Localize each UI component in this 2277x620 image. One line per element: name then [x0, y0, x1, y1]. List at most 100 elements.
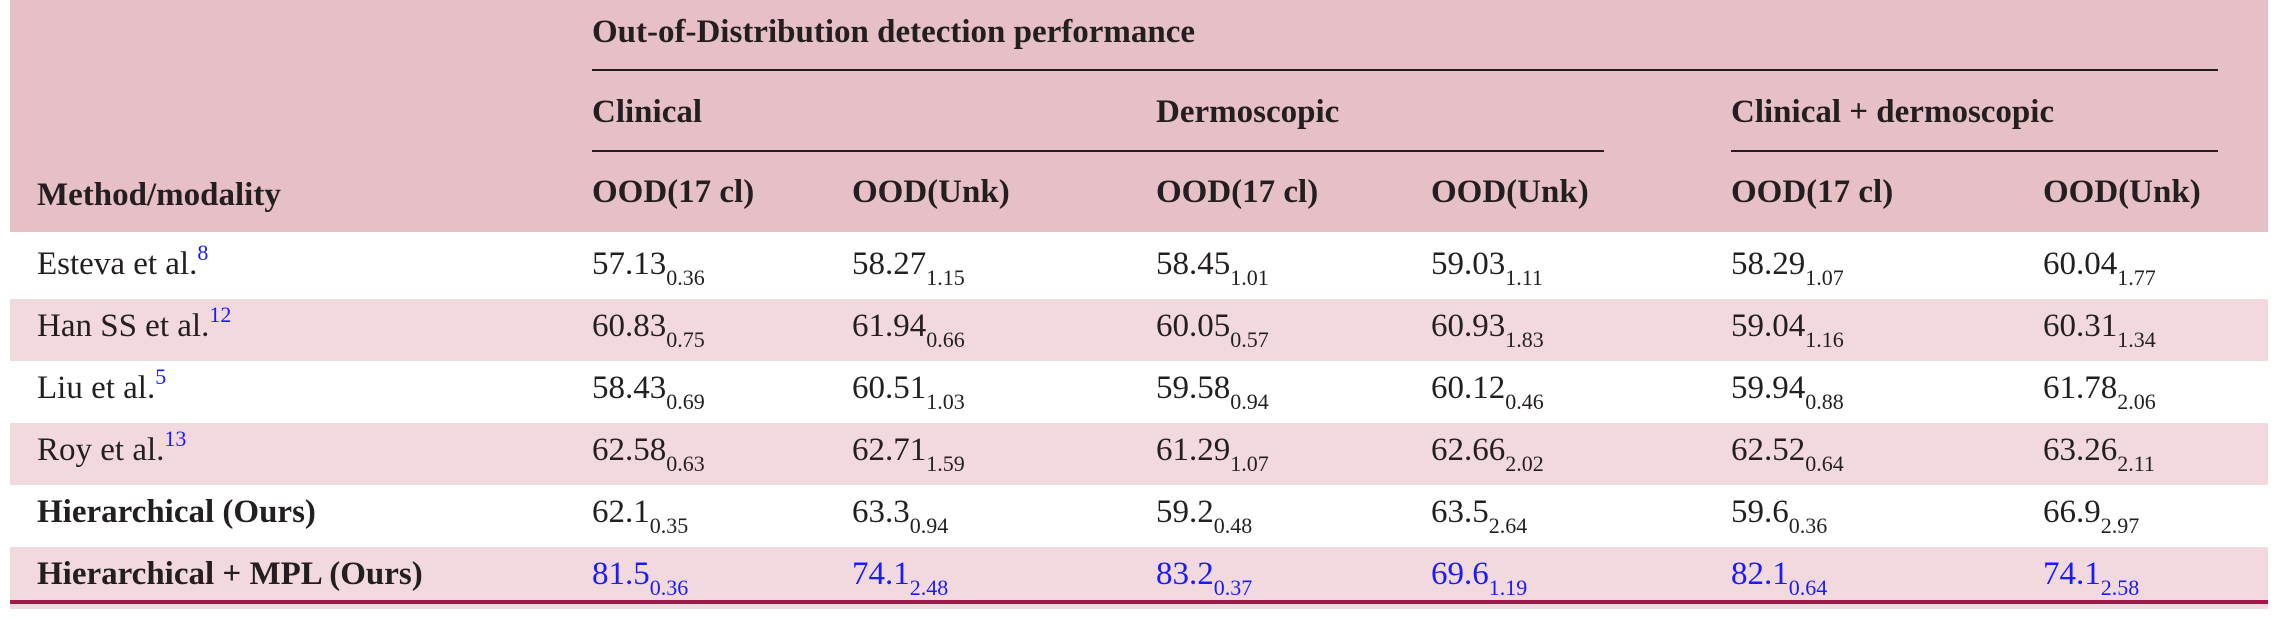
cell-std: 0.46 [1505, 389, 1544, 414]
table-cell: 81.50.36 [592, 554, 688, 599]
cell-std: 0.37 [1213, 575, 1253, 600]
cell-mean: 62.52 [1731, 432, 1806, 468]
table-cell: 60.120.46 [1431, 368, 1544, 413]
cell-std: 0.64 [1788, 575, 1828, 600]
cell-mean: 59.03 [1431, 246, 1506, 282]
cell-mean: 63.5 [1431, 494, 1489, 530]
table-cell: 58.271.15 [852, 244, 965, 289]
table-cell: 59.041.16 [1731, 306, 1844, 351]
table-cell: 62.711.59 [852, 430, 965, 475]
cell-std: 2.48 [909, 575, 949, 600]
cell-std: 0.36 [1788, 513, 1828, 538]
cell-std: 1.16 [1805, 327, 1844, 352]
method-name: Esteva et al.8 [37, 242, 208, 284]
method-label: Hierarchical + MPL (Ours) [37, 556, 423, 592]
citation-ref-link[interactable]: 8 [197, 240, 209, 265]
cell-mean: 58.45 [1156, 246, 1231, 282]
table-cell: 58.291.07 [1731, 244, 1844, 289]
table-cell: 60.041.77 [2043, 244, 2156, 289]
method-name: Liu et al.5 [37, 366, 166, 408]
cell-mean: 60.04 [2043, 246, 2118, 282]
column-header: OOD(Unk) [1431, 174, 1589, 210]
cell-std: 1.07 [1805, 265, 1844, 290]
table-cell: 63.52.64 [1431, 492, 1527, 537]
cell-mean: 81.5 [592, 556, 650, 592]
cell-std: 1.19 [1488, 575, 1528, 600]
cell-mean: 59.2 [1156, 494, 1214, 530]
cell-mean: 63.26 [2043, 432, 2118, 468]
cell-mean: 59.94 [1731, 370, 1806, 406]
table-header-background [10, 0, 2268, 232]
cell-std: 0.35 [649, 513, 689, 538]
table-cell: 59.940.88 [1731, 368, 1844, 413]
cell-std: 0.36 [666, 265, 705, 290]
cell-std: 1.03 [926, 389, 965, 414]
table-cell: 58.430.69 [592, 368, 705, 413]
cell-std: 0.69 [666, 389, 705, 414]
table-cell: 62.580.63 [592, 430, 705, 475]
table-cell: 66.92.97 [2043, 492, 2139, 537]
cell-mean: 62.58 [592, 432, 667, 468]
cell-std: 2.97 [2100, 513, 2140, 538]
super-header-rule [592, 69, 2218, 71]
column-header: OOD(Unk) [2043, 174, 2201, 210]
super-header: Out-of-Distribution detection performanc… [592, 14, 1196, 50]
cell-std: 2.58 [2100, 575, 2140, 600]
table-cell: 74.12.58 [2043, 554, 2139, 599]
cell-mean: 60.12 [1431, 370, 1506, 406]
citation-ref-link[interactable]: 12 [209, 302, 232, 327]
method-label: Esteva et al. [37, 246, 198, 282]
table-cell: 63.30.94 [852, 492, 948, 537]
cell-mean: 74.1 [2043, 556, 2101, 592]
cell-mean: 66.9 [2043, 494, 2101, 530]
method-label: Roy et al. [37, 432, 165, 468]
cell-mean: 61.94 [852, 308, 927, 344]
cell-mean: 62.1 [592, 494, 650, 530]
cell-std: 0.66 [926, 327, 965, 352]
table-cell: 59.20.48 [1156, 492, 1252, 537]
citation-ref-link[interactable]: 5 [155, 364, 167, 389]
column-header: OOD(17 cl) [1156, 174, 1319, 210]
group-rule-clinical-dermoscopic [592, 150, 1604, 152]
column-header: OOD(17 cl) [592, 174, 755, 210]
cell-mean: 58.29 [1731, 246, 1806, 282]
cell-std: 1.01 [1230, 265, 1269, 290]
cell-mean: 82.1 [1731, 556, 1789, 592]
method-name: Hierarchical (Ours) [37, 492, 316, 532]
cell-std: 1.15 [926, 265, 965, 290]
cell-std: 0.57 [1230, 327, 1269, 352]
table-cell: 60.050.57 [1156, 306, 1269, 351]
cell-mean: 57.13 [592, 246, 667, 282]
table-cell: 61.940.66 [852, 306, 965, 351]
cell-std: 0.64 [1805, 451, 1844, 476]
row-shading [10, 423, 2268, 485]
cell-mean: 59.58 [1156, 370, 1231, 406]
table-cell: 82.10.64 [1731, 554, 1827, 599]
method-label: Hierarchical (Ours) [37, 494, 316, 530]
table-cell: 83.20.37 [1156, 554, 1252, 599]
table-cell: 61.782.06 [2043, 368, 2156, 413]
group-rule-combined [1731, 150, 2218, 152]
cell-std: 0.88 [1805, 389, 1844, 414]
method-name: Hierarchical + MPL (Ours) [37, 554, 423, 594]
cell-std: 0.36 [649, 575, 689, 600]
method-column-header: Method/modality [37, 177, 281, 213]
cell-std: 2.06 [2117, 389, 2156, 414]
cell-mean: 61.29 [1156, 432, 1231, 468]
table-cell: 63.262.11 [2043, 430, 2155, 475]
table-cell: 61.291.07 [1156, 430, 1269, 475]
cell-std: 1.77 [2117, 265, 2156, 290]
cell-mean: 83.2 [1156, 556, 1214, 592]
cell-mean: 60.05 [1156, 308, 1231, 344]
column-header: OOD(Unk) [852, 174, 1010, 210]
cell-std: 1.11 [1505, 265, 1543, 290]
table-cell: 62.10.35 [592, 492, 688, 537]
table-cell: 57.130.36 [592, 244, 705, 289]
table-cell: 60.830.75 [592, 306, 705, 351]
cell-mean: 58.43 [592, 370, 667, 406]
cell-mean: 61.78 [2043, 370, 2118, 406]
table-cell: 59.60.36 [1731, 492, 1827, 537]
cell-std: 0.94 [1230, 389, 1269, 414]
table-bottom-rule [10, 600, 2268, 604]
citation-ref-link[interactable]: 13 [164, 426, 187, 451]
